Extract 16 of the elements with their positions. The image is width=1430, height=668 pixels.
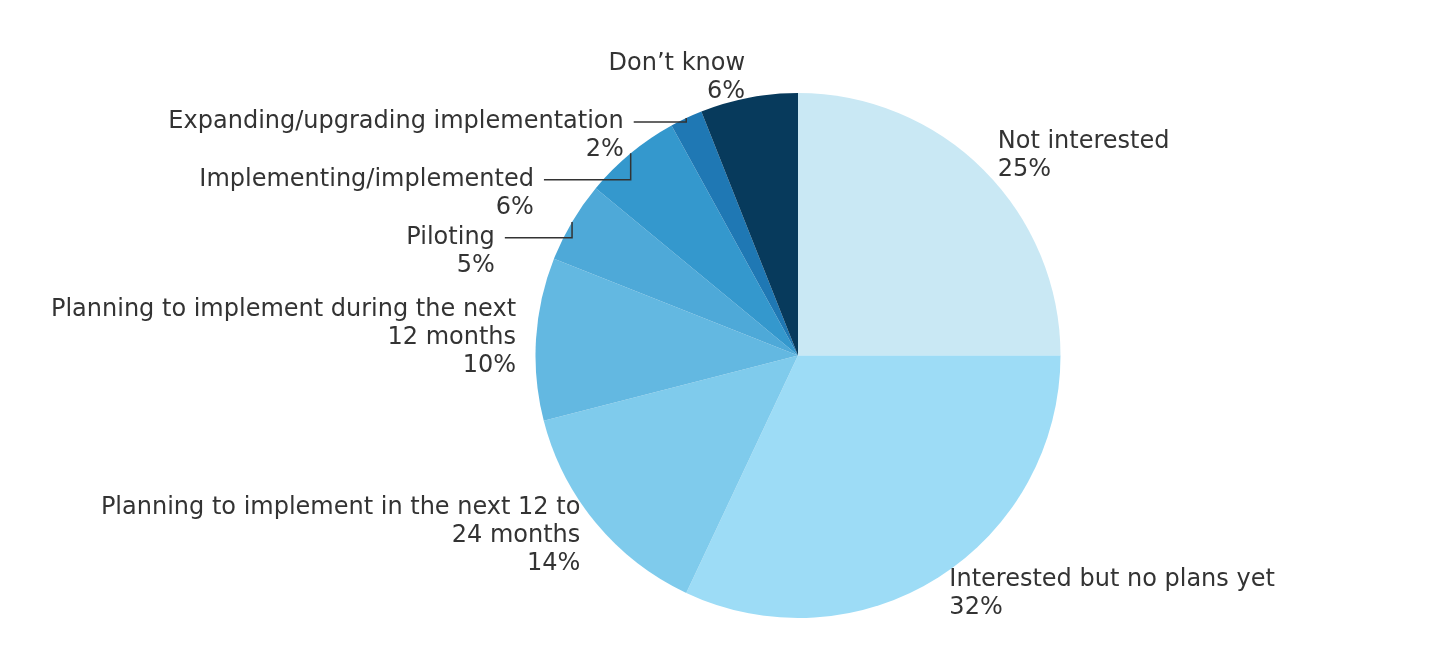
slice-label: Expanding/upgrading implementation bbox=[168, 106, 624, 135]
data-label: 32% bbox=[949, 592, 1003, 621]
slice-label: Planning to implement in the next 12 to 24 months bbox=[100, 491, 581, 548]
data-label: 6% bbox=[706, 76, 746, 105]
data-label: 5% bbox=[456, 249, 495, 278]
slice-label: Piloting bbox=[406, 221, 495, 250]
data-label: 10% bbox=[462, 350, 517, 378]
data-label: 25% bbox=[997, 153, 1052, 182]
data-label: 6% bbox=[495, 192, 534, 221]
slice-label: Don’t know bbox=[608, 48, 746, 77]
slice-label: Planning to implement during the next 12 months bbox=[50, 294, 517, 350]
data-label: 14% bbox=[526, 547, 581, 576]
slice-label: Not interested bbox=[997, 125, 1170, 154]
slice-label: Implementing/implemented bbox=[199, 164, 534, 193]
slice-label: Interested but no plans yet bbox=[949, 564, 1275, 593]
data-label: 2% bbox=[585, 134, 624, 163]
